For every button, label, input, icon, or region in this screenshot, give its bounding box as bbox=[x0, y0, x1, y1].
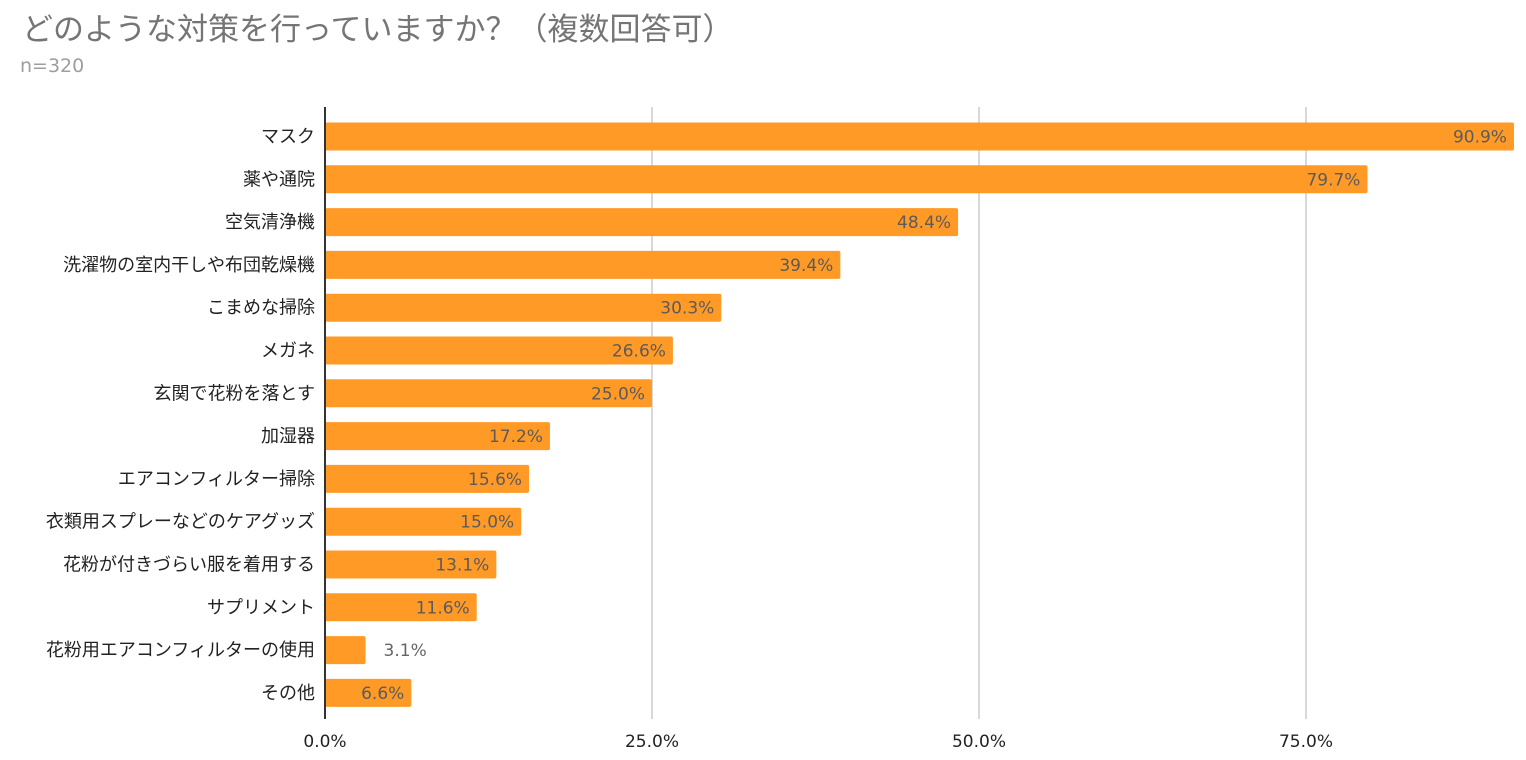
data-label: 26.6% bbox=[612, 342, 666, 362]
category-label: マスク bbox=[261, 127, 315, 148]
x-tick-label: 75.0% bbox=[1279, 732, 1333, 752]
bar bbox=[325, 422, 550, 451]
data-label: 15.0% bbox=[460, 513, 514, 533]
data-label: 17.2% bbox=[489, 427, 543, 447]
data-label: 25.0% bbox=[591, 384, 645, 404]
bar bbox=[325, 379, 652, 408]
x-tick-label: 25.0% bbox=[625, 732, 679, 752]
bar bbox=[325, 293, 722, 322]
category-label: こまめな掃除 bbox=[207, 298, 315, 319]
data-label: 79.7% bbox=[1306, 170, 1360, 190]
bar bbox=[325, 208, 959, 237]
bar bbox=[325, 593, 477, 622]
bar bbox=[325, 678, 412, 707]
category-label: サプリメント bbox=[207, 597, 315, 618]
chart-title: どのような対策を行っていますか？（複数回答可） bbox=[22, 12, 734, 48]
data-label: 90.9% bbox=[1453, 128, 1507, 148]
category-label: 薬や通院 bbox=[243, 169, 315, 190]
chart-subtitle: n=320 bbox=[20, 55, 85, 77]
bar bbox=[325, 550, 497, 579]
data-label: 13.1% bbox=[435, 556, 489, 576]
category-label: 加湿器 bbox=[261, 426, 315, 447]
data-label: 30.3% bbox=[660, 299, 714, 319]
bar bbox=[325, 165, 1368, 194]
category-label: 花粉用エアコンフィルターの使用 bbox=[46, 640, 315, 661]
bar bbox=[325, 250, 841, 279]
category-label: 花粉が付きづらい服を着用する bbox=[63, 555, 315, 576]
x-tick-label: 0.0% bbox=[303, 732, 346, 752]
data-label: 3.1% bbox=[384, 641, 427, 661]
data-label: 11.6% bbox=[416, 598, 470, 618]
data-label: 48.4% bbox=[897, 213, 951, 233]
bar bbox=[325, 507, 522, 536]
category-label: メガネ bbox=[261, 341, 315, 362]
bar bbox=[325, 464, 530, 493]
data-label: 6.6% bbox=[361, 684, 404, 704]
category-label: 洗濯物の室内干しや布団乾燥機 bbox=[63, 255, 315, 276]
category-label: 玄関で花粉を落とす bbox=[154, 383, 315, 404]
bar bbox=[325, 636, 366, 665]
category-label: エアコンフィルター掃除 bbox=[118, 469, 315, 490]
category-label: その他 bbox=[261, 683, 315, 704]
x-tick-label: 50.0% bbox=[952, 732, 1006, 752]
bar bbox=[325, 122, 1514, 151]
bar bbox=[325, 336, 673, 365]
category-label: 衣類用スプレーなどのケアグッズ bbox=[46, 512, 315, 533]
data-label: 39.4% bbox=[779, 256, 833, 276]
category-label: 空気清浄機 bbox=[225, 212, 315, 233]
data-label: 15.6% bbox=[468, 470, 522, 490]
